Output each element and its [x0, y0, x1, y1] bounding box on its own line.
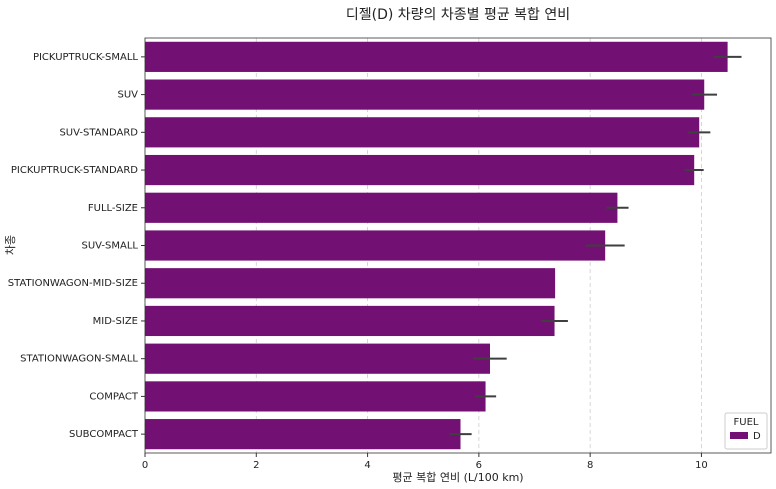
x-tick-label: 8: [587, 460, 593, 471]
legend-box: [724, 412, 768, 450]
x-tick-label: 10: [695, 460, 708, 471]
x-tick-label: 0: [142, 460, 148, 471]
bar: [145, 381, 486, 412]
bar: [145, 41, 728, 72]
y-tick-label: MID-SIZE: [93, 316, 138, 327]
bar: [145, 79, 705, 110]
y-tick-label: COMPACT: [89, 391, 139, 402]
bar: [145, 268, 556, 299]
y-tick-label: PICKUPTRUCK-STANDARD: [11, 165, 138, 176]
bar: [145, 154, 695, 186]
bar: [145, 192, 618, 223]
legend-title: FUEL: [734, 417, 759, 428]
x-tick-label: 4: [364, 460, 370, 471]
y-tick-label: FULL-SIZE: [88, 203, 138, 214]
bar: [145, 117, 700, 148]
x-axis-label: 평균 복합 연비 (L/100 km): [392, 471, 523, 484]
bar: [145, 305, 555, 337]
y-tick-label: SUV-SMALL: [82, 241, 139, 252]
y-tick-label: SUBCOMPACT: [69, 429, 139, 440]
legend-label: D: [753, 431, 761, 442]
bar: [145, 419, 461, 450]
y-tick-label: SUV: [117, 90, 138, 101]
bar: [145, 230, 606, 261]
x-tick-label: 2: [253, 460, 259, 471]
y-tick-label: STATIONWAGON-SMALL: [20, 354, 138, 365]
plot-frame: [144, 37, 772, 454]
legend-swatch: [730, 432, 748, 439]
y-tick-label: PICKUPTRUCK-SMALL: [33, 52, 138, 63]
x-tick-label: 6: [476, 460, 482, 471]
y-tick-label: SUV-STANDARD: [59, 127, 138, 138]
y-axis-label: 차종: [4, 235, 17, 255]
y-tick-label: STATIONWAGON-MID-SIZE: [8, 278, 138, 289]
chart-title: 디젤(D) 차량의 차종별 평균 복합 연비: [346, 7, 570, 23]
bar: [145, 343, 490, 374]
